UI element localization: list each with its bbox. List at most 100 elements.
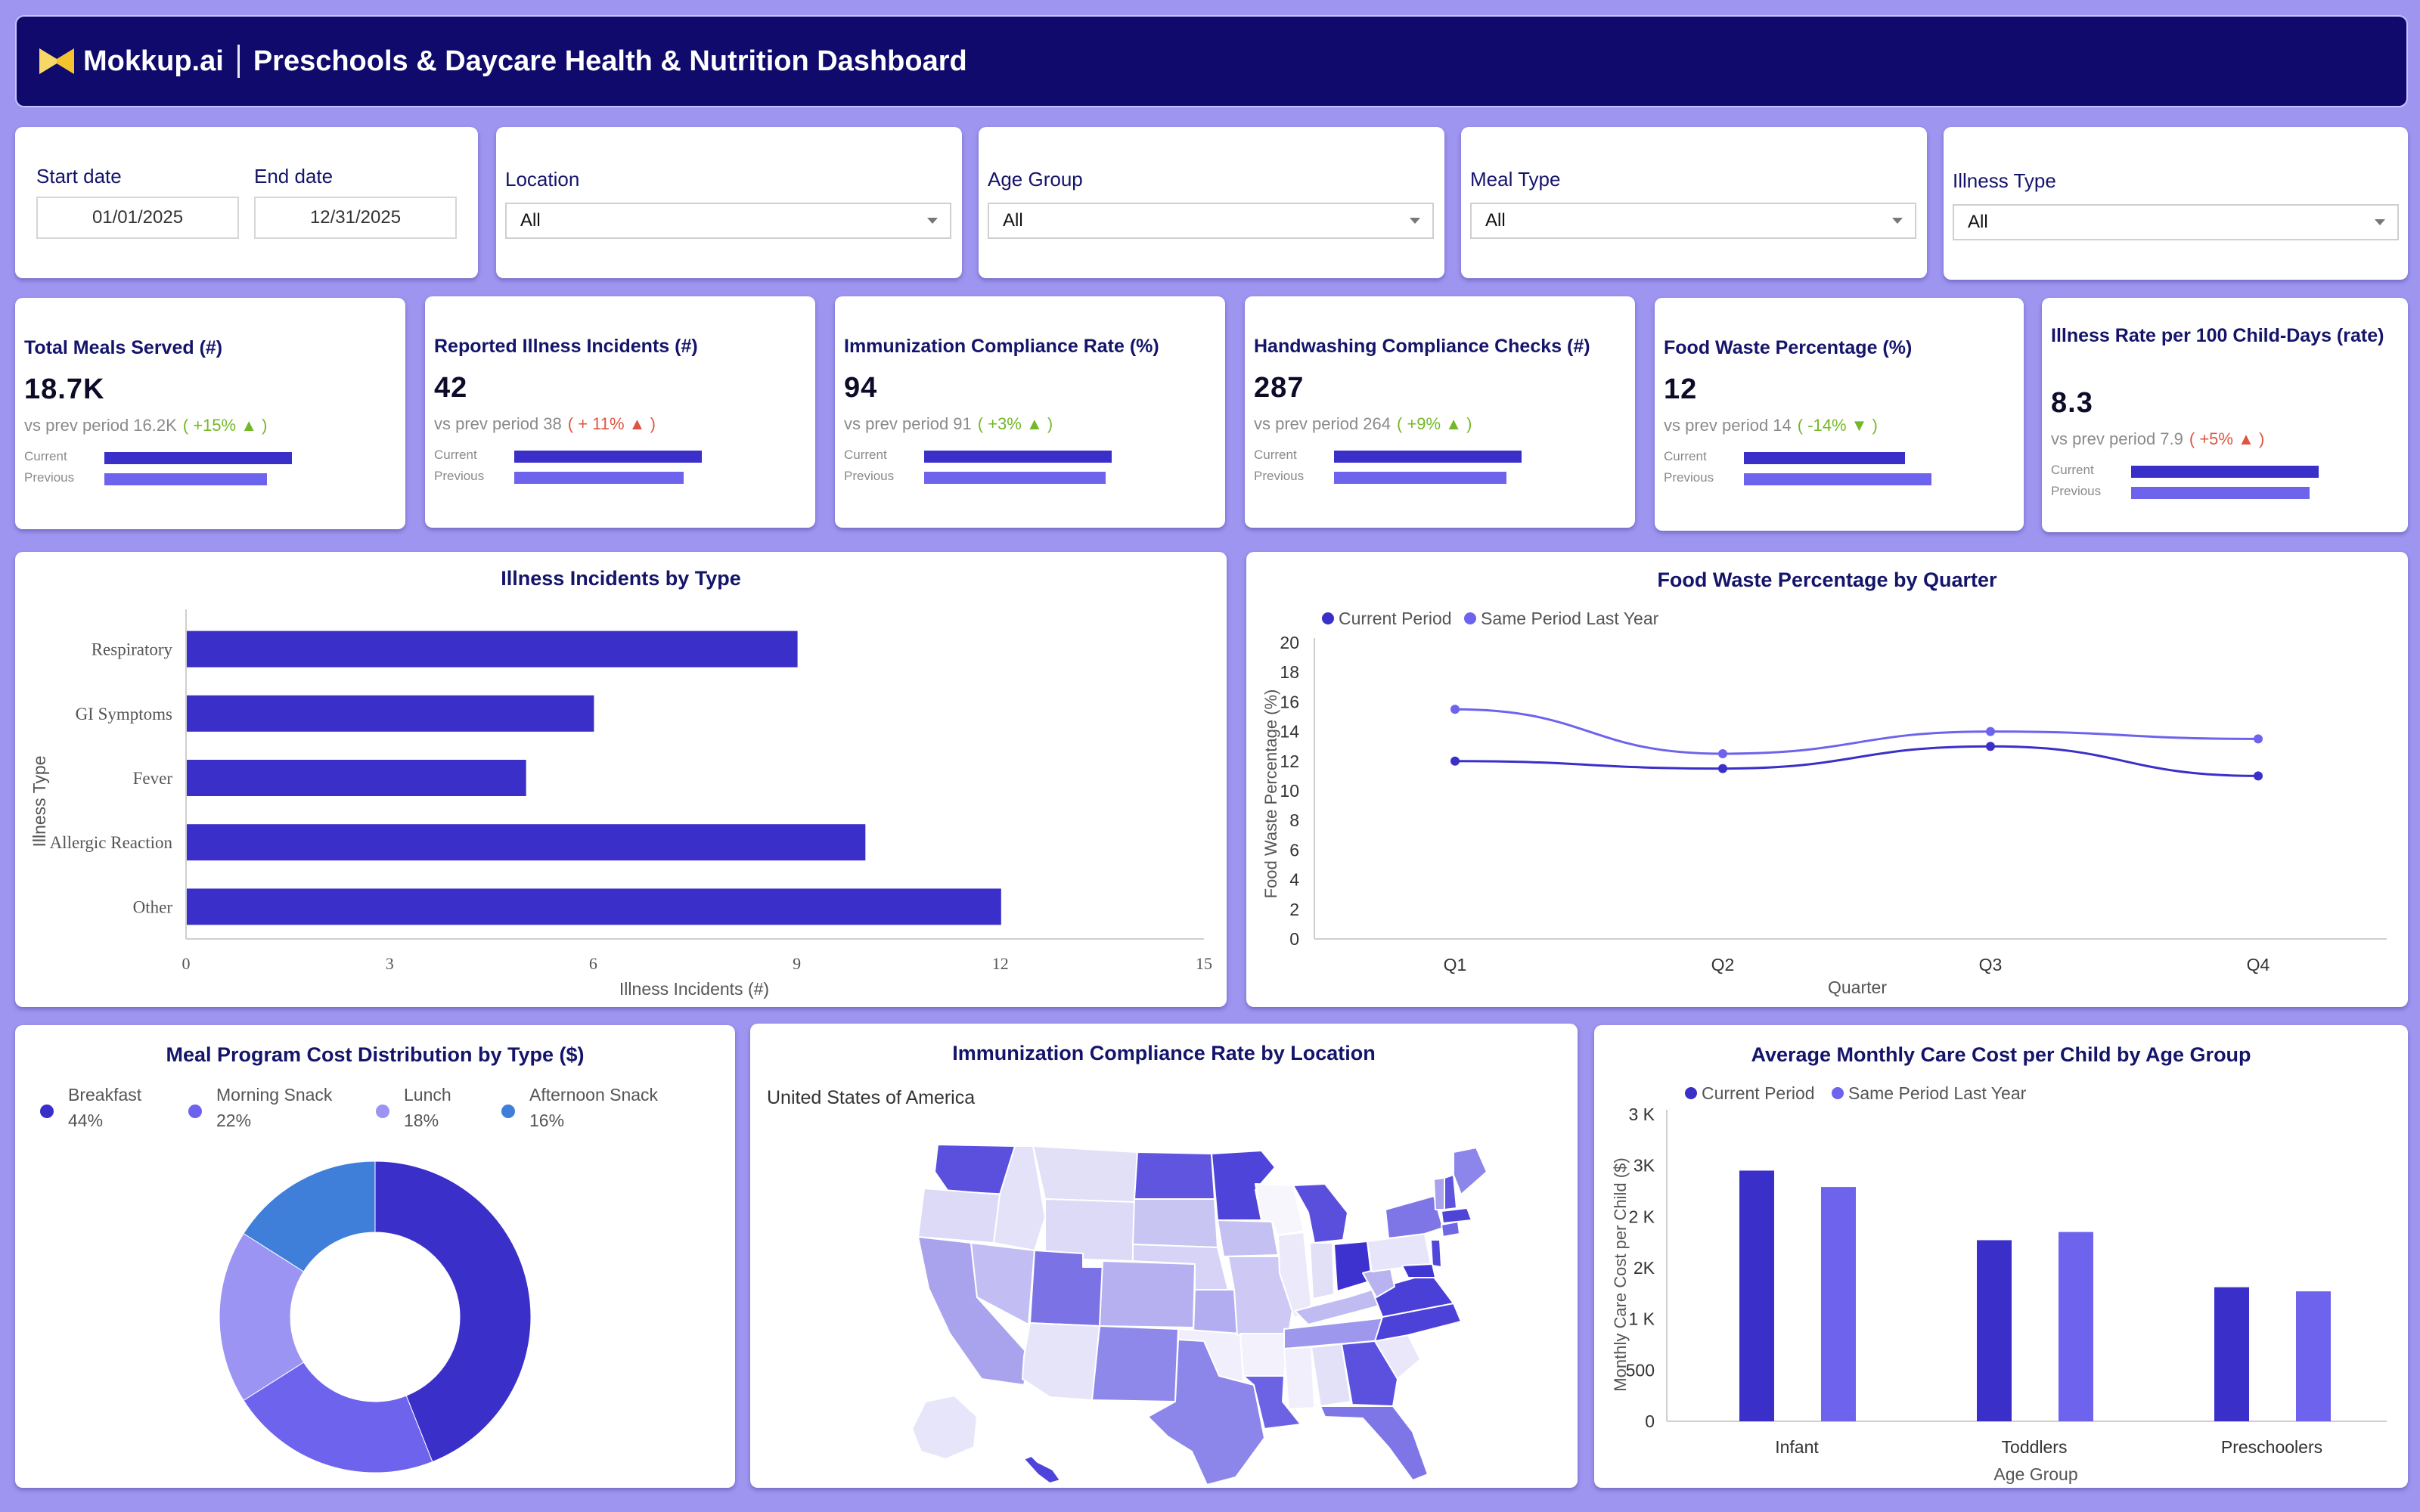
illness-category-label: GI Symptoms — [76, 705, 172, 723]
foodwaste-y-tick: 4 — [1289, 870, 1299, 890]
map-state-mi — [1292, 1183, 1348, 1244]
kpi-card: Immunization Compliance Rate (%) 94 vs pre… — [835, 296, 1225, 528]
carecost-bar[interactable] — [2296, 1291, 2331, 1421]
foodwaste-legend-label: Same Period Last Year — [1481, 609, 1659, 628]
foodwaste-point[interactable] — [1986, 727, 1995, 736]
foodwaste-point[interactable] — [1718, 749, 1727, 758]
carecost-bar[interactable] — [1739, 1170, 1774, 1421]
start-date-label: Start date — [36, 165, 122, 187]
kpi-card: Illness Rate per 100 Child-Days (rate) 8.… — [2042, 298, 2408, 532]
date-filter-card: Start date 01/01/2025 End date 12/31/202… — [15, 127, 478, 278]
foodwaste-y-tick: 20 — [1280, 633, 1299, 652]
us-choropleth-map[interactable] — [750, 1024, 1578, 1488]
carecost-bar[interactable] — [1977, 1240, 2012, 1421]
start-date-input[interactable]: 01/01/2025 — [36, 197, 239, 239]
map-state-ny — [1385, 1195, 1444, 1239]
kpi-current-label: Current — [24, 449, 67, 463]
carecost-x-axis-title: Age Group — [1993, 1464, 2077, 1484]
carecost-bar[interactable] — [1821, 1187, 1856, 1421]
map-chart-card: Immunization Compliance Rate by Location… — [750, 1024, 1578, 1488]
foodwaste-point[interactable] — [2254, 734, 2263, 744]
mealcost-chart-title: Meal Program Cost Distribution by Type (… — [166, 1043, 585, 1066]
brand-name[interactable]: Mokkup.ai — [83, 45, 224, 77]
illness-bar[interactable] — [187, 888, 1001, 925]
mealcost-slice[interactable] — [243, 1160, 376, 1272]
illness-bar[interactable] — [187, 695, 594, 732]
map-state-me — [1453, 1147, 1488, 1195]
chevron-down-icon — [927, 218, 938, 224]
foodwaste-x-tick: Q1 — [1444, 955, 1467, 974]
foodwaste-y-tick: 10 — [1280, 781, 1299, 801]
map-state-ak — [911, 1395, 978, 1460]
foodwaste-point[interactable] — [1450, 756, 1460, 766]
carecost-y-tick: 3K — [1634, 1156, 1655, 1176]
kpi-prev-text: vs prev period 91 — [844, 414, 972, 433]
kpi-comparison: vs prev period 91 ( +3% ▲ ) — [844, 414, 1053, 434]
end-date-input[interactable]: 12/31/2025 — [254, 197, 457, 239]
carecost-chart-title: Average Monthly Care Cost per Child by A… — [1751, 1043, 2251, 1066]
foodwaste-y-tick: 18 — [1280, 662, 1299, 682]
illness-type-value: All — [1968, 212, 1988, 232]
legend-dot-icon — [1322, 612, 1334, 624]
age-group-select[interactable]: All — [988, 203, 1434, 239]
kpi-comparison: vs prev period 7.9 ( +5% ▲ ) — [2051, 429, 2264, 449]
mealcost-legend-label: Breakfast — [68, 1085, 142, 1105]
kpi-change-badge: ( -14% ▼ ) — [1797, 416, 1878, 435]
meal-type-select[interactable]: All — [1470, 203, 1916, 239]
illness-chart-card: Illness Incidents by Type Respiratory GI … — [15, 552, 1227, 1007]
illness-filter-card: Illness Type All — [1944, 127, 2408, 280]
illness-bar-chart: Respiratory GI Symptoms Fever Allergic Reac… — [29, 609, 1212, 999]
illness-x-tick: 12 — [992, 954, 1009, 973]
foodwaste-point[interactable] — [1450, 705, 1460, 714]
foodwaste-point[interactable] — [2254, 771, 2263, 781]
foodwaste-point[interactable] — [1718, 764, 1727, 773]
illness-bar[interactable] — [187, 760, 526, 796]
foodwaste-legend-label: Current Period — [1339, 609, 1452, 628]
kpi-previous-bar — [514, 472, 684, 484]
foodwaste-y-tick: 12 — [1280, 751, 1299, 771]
mealcost-slice[interactable] — [219, 1232, 305, 1402]
meal-type-label: Meal Type — [1470, 168, 1561, 191]
mealcost-legend-pct: 18% — [404, 1111, 439, 1130]
kpi-prev-text: vs prev period 14 — [1664, 416, 1792, 435]
carecost-x-tick: Preschoolers — [2221, 1437, 2322, 1457]
kpi-title: Illness Rate per 100 Child-Days (rate) — [2051, 325, 2384, 346]
carecost-bar-chart: 0 500 1 K 2K 2 K 3K 3 K Infant Toddlers Preschool… — [1611, 1083, 2387, 1484]
illness-bar[interactable] — [187, 824, 866, 861]
foodwaste-y-tick: 6 — [1289, 840, 1299, 860]
kpi-card: Reported Illness Incidents (#) 42 vs prev … — [425, 296, 815, 528]
illness-y-axis-title: Illness Type — [29, 755, 49, 847]
kpi-title: Handwashing Compliance Checks (#) — [1254, 336, 1590, 357]
kpi-comparison: vs prev period 38 ( + 11% ▲ ) — [434, 414, 656, 434]
mealcost-legend-label: Lunch — [404, 1085, 451, 1105]
map-state-ms — [1283, 1346, 1315, 1410]
map-state-md — [1401, 1263, 1436, 1278]
carecost-y-tick: 3 K — [1628, 1105, 1655, 1124]
kpi-previous-bar — [104, 473, 267, 485]
map-state-hi — [1023, 1455, 1061, 1484]
illness-x-tick: 3 — [386, 954, 394, 973]
location-select[interactable]: All — [505, 203, 951, 239]
illness-x-tick: 15 — [1196, 954, 1212, 973]
kpi-previous-label: Previous — [844, 469, 895, 483]
mealcost-legend-pct: 22% — [216, 1111, 251, 1130]
carecost-bar[interactable] — [2214, 1287, 2249, 1421]
mealcost-slice[interactable] — [243, 1362, 433, 1473]
kpi-change-badge: ( +15% ▲ ) — [182, 416, 268, 435]
kpi-current-label: Current — [844, 448, 887, 462]
illness-chart-title: Illness Incidents by Type — [501, 567, 741, 590]
illness-bar[interactable] — [187, 631, 798, 668]
mealcost-slice[interactable] — [374, 1160, 532, 1463]
age-group-label: Age Group — [988, 168, 1083, 191]
map-state-ar — [1239, 1333, 1289, 1377]
kpi-value: 8.3 — [2051, 387, 2093, 419]
chevron-down-icon — [1892, 218, 1903, 224]
carecost-bar[interactable] — [2059, 1232, 2093, 1421]
mokkup-logo-icon — [39, 48, 74, 74]
kpi-title: Reported Illness Incidents (#) — [434, 336, 698, 357]
kpi-previous-label: Previous — [2051, 484, 2102, 498]
illness-type-select[interactable]: All — [1953, 204, 2399, 240]
foodwaste-y-tick: 16 — [1280, 692, 1299, 711]
kpi-current-label: Current — [1254, 448, 1297, 462]
foodwaste-point[interactable] — [1986, 742, 1995, 751]
